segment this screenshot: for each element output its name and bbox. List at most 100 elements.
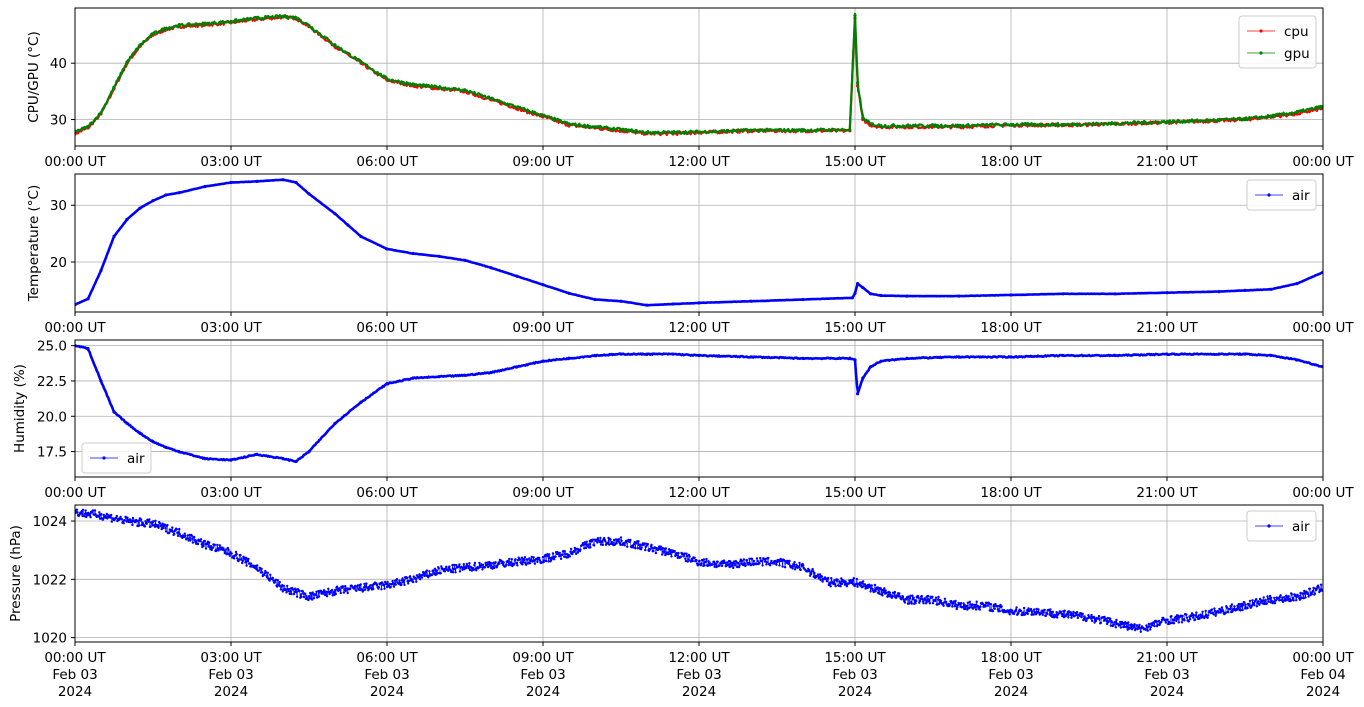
data-point: [1310, 593, 1314, 596]
data-point: [344, 585, 347, 588]
x-tick-label: 00:00 UT: [44, 154, 106, 170]
data-point: [381, 582, 384, 585]
data-point: [802, 564, 805, 567]
legend-marker-air: [1267, 524, 1271, 528]
data-point: [926, 594, 930, 598]
data-point: [290, 592, 293, 596]
data-point: [461, 568, 464, 571]
data-point: [488, 564, 492, 568]
data-point: [750, 557, 754, 561]
data-point: [1149, 625, 1153, 629]
data-point: [955, 607, 958, 611]
data-point: [1144, 628, 1148, 631]
data-point: [869, 292, 873, 296]
data-point: [1303, 589, 1306, 593]
data-point: [428, 570, 431, 573]
data-point: [455, 564, 458, 567]
data-point: [203, 184, 207, 189]
data-point: [943, 597, 947, 600]
data-point: [1265, 602, 1269, 605]
x-tick-label: 12:00 UT: [668, 320, 730, 336]
data-point: [515, 274, 519, 278]
data-point: [1210, 608, 1214, 611]
data-point: [152, 520, 155, 523]
data-point: [451, 563, 454, 567]
data-point: [645, 303, 649, 307]
data-point: [811, 567, 814, 571]
data-point: [222, 547, 225, 550]
data-point: [644, 545, 648, 548]
data-point: [619, 299, 623, 303]
data-point: [1295, 282, 1299, 286]
data-point: [798, 561, 801, 565]
data-point: [808, 574, 812, 577]
data-point: [646, 542, 649, 546]
data-point: [1230, 603, 1234, 606]
data-point: [584, 542, 587, 546]
data-point: [462, 563, 465, 566]
data-point: [383, 587, 386, 590]
data-point: [996, 604, 999, 608]
data-point: [109, 516, 112, 519]
data-point: [1195, 611, 1198, 614]
data-point: [454, 571, 457, 574]
data-point: [493, 566, 496, 570]
data-point: [1061, 353, 1065, 358]
data-point: [269, 573, 272, 576]
data-point: [828, 581, 832, 584]
data-point: [561, 553, 564, 556]
data-point: [810, 572, 813, 576]
data-point: [473, 561, 477, 565]
data-point: [1105, 622, 1109, 626]
data-point: [884, 589, 887, 592]
data-point: [1185, 616, 1189, 619]
data-point: [1135, 624, 1139, 627]
data-point: [1051, 610, 1055, 614]
data-point: [175, 527, 178, 531]
data-point: [921, 597, 924, 601]
data-point: [164, 530, 168, 533]
data-point: [1287, 595, 1290, 598]
data-point: [273, 581, 276, 584]
data-point: [879, 587, 882, 590]
data-point: [319, 589, 323, 593]
data-point: [1149, 628, 1152, 631]
data-point: [732, 566, 735, 570]
x-tick-year-label: 2024: [1306, 684, 1340, 700]
data-point: [382, 583, 386, 587]
x-tick-label: 09:00 UT: [512, 154, 574, 170]
data-point: [957, 355, 961, 359]
data-point: [617, 538, 621, 541]
data-point: [226, 552, 229, 555]
data-point: [697, 130, 701, 134]
data-point: [563, 555, 566, 558]
y-tick-label: 1024: [33, 514, 67, 530]
data-point: [1270, 599, 1274, 603]
data-point: [1258, 597, 1262, 601]
data-point: [584, 546, 588, 550]
data-point: [683, 552, 686, 555]
data-point: [715, 565, 718, 569]
data-point: [400, 583, 403, 586]
data-point: [1059, 610, 1063, 613]
y-axis-label: Humidity (%): [12, 364, 28, 453]
data-point: [498, 562, 501, 565]
data-point: [264, 571, 268, 574]
data-point: [334, 592, 337, 596]
data-point: [339, 591, 342, 595]
data-point: [703, 564, 706, 567]
data-point: [177, 191, 181, 195]
data-point: [138, 206, 142, 210]
data-point: [538, 559, 542, 562]
data-point: [281, 584, 284, 587]
data-point: [314, 594, 318, 597]
data-point: [1097, 614, 1101, 618]
data-point: [481, 568, 484, 571]
data-point: [245, 564, 248, 567]
data-point: [1021, 611, 1025, 614]
data-point: [861, 376, 865, 380]
legend-marker-air: [102, 456, 106, 460]
x-tick-label: 09:00 UT: [512, 320, 574, 336]
data-point: [287, 587, 291, 591]
y-tick-label: 22.5: [37, 374, 67, 390]
